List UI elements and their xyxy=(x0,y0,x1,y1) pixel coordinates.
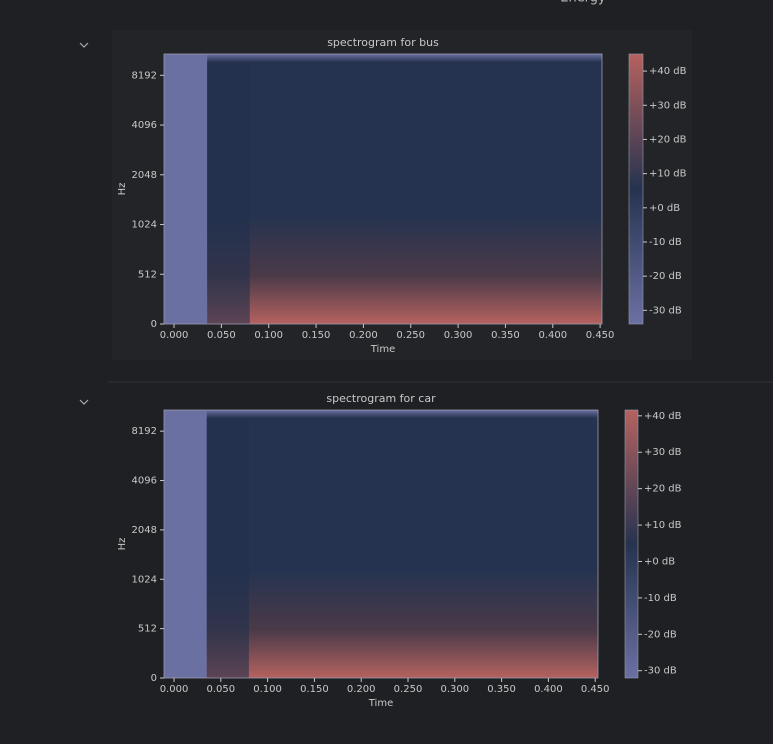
x-tick-label: 0.250 xyxy=(396,330,425,341)
y-tick-label: 2048 xyxy=(132,525,157,536)
y-tick-label: 2048 xyxy=(132,170,157,181)
colorbar-tick-label: -10 dB xyxy=(644,593,677,604)
y-tick-label: 512 xyxy=(138,269,157,280)
x-tick-label: 0.300 xyxy=(440,684,469,695)
colorbar-tick-label: +30 dB xyxy=(649,100,687,111)
x-tick-label: 0.100 xyxy=(254,330,283,341)
colorbar-tick-label: -20 dB xyxy=(649,271,682,282)
x-tick-label: 0.150 xyxy=(300,684,329,695)
y-axis-label: Hz xyxy=(117,538,128,551)
y-tick-label: 0 xyxy=(151,673,157,684)
colorbar-tick-label: -20 dB xyxy=(644,629,677,640)
colorbar-tick-label: +10 dB xyxy=(644,520,682,531)
y-tick-label: 512 xyxy=(138,624,157,635)
colorbar xyxy=(624,409,639,679)
colorbar-tick-label: +0 dB xyxy=(644,556,675,567)
colorbar xyxy=(628,53,644,325)
y-tick-label: 8192 xyxy=(132,70,157,81)
x-tick-label: 0.000 xyxy=(160,330,189,341)
x-axis-label: Time xyxy=(368,698,393,709)
x-tick-label: 0.150 xyxy=(302,330,331,341)
colorbar-tick-label: -30 dB xyxy=(644,666,677,677)
y-tick-label: 0 xyxy=(151,319,157,330)
x-tick-label: 0.450 xyxy=(581,684,610,695)
x-tick-label: 0.400 xyxy=(538,330,567,341)
colorbar-tick-label: +30 dB xyxy=(644,447,682,458)
y-tick-label: 8192 xyxy=(132,426,157,437)
spectrogram-shade xyxy=(206,418,249,678)
x-tick-label: 0.100 xyxy=(253,684,282,695)
y-tick-label: 1024 xyxy=(132,574,157,585)
x-tick-label: 0.350 xyxy=(487,684,516,695)
colorbar-tick-label: +0 dB xyxy=(649,203,680,214)
y-tick-label: 4096 xyxy=(132,476,157,487)
x-tick-label: 0.200 xyxy=(349,330,378,341)
colorbar-tick-label: +10 dB xyxy=(649,169,687,180)
collapse-toggle[interactable] xyxy=(79,399,89,405)
header-title: Energy xyxy=(560,0,606,6)
x-tick-label: 0.300 xyxy=(444,330,473,341)
x-axis-label: Time xyxy=(370,344,395,355)
chart-title: spectrogram for car xyxy=(326,392,436,405)
colorbar-tick-label: +20 dB xyxy=(649,134,687,145)
spectrogram-silence xyxy=(164,54,208,324)
y-axis-label: Hz xyxy=(117,183,128,196)
spectrogram-silence xyxy=(164,410,207,678)
colorbar-tick-label: -10 dB xyxy=(649,237,682,248)
x-tick-label: 0.350 xyxy=(491,330,520,341)
collapse-toggle[interactable] xyxy=(79,42,89,48)
x-tick-label: 0.450 xyxy=(586,330,615,341)
y-tick-label: 4096 xyxy=(132,120,157,131)
spectrogram-frame xyxy=(163,409,599,679)
chart-title: spectrogram for bus xyxy=(327,36,439,49)
colorbar-tick-label: +40 dB xyxy=(649,66,687,77)
x-tick-label: 0.050 xyxy=(207,330,236,341)
x-tick-label: 0.050 xyxy=(206,684,235,695)
x-tick-label: 0.200 xyxy=(347,684,376,695)
colorbar-tick-label: -30 dB xyxy=(649,305,682,316)
y-tick-label: 1024 xyxy=(132,220,157,231)
spectrogram-frame xyxy=(163,53,603,325)
x-tick-label: 0.400 xyxy=(534,684,563,695)
spectrogram-shade xyxy=(207,62,250,324)
x-tick-label: 0.000 xyxy=(160,684,189,695)
colorbar-tick-label: +20 dB xyxy=(644,484,682,495)
colorbar-tick-label: +40 dB xyxy=(644,411,682,422)
x-tick-label: 0.250 xyxy=(394,684,423,695)
